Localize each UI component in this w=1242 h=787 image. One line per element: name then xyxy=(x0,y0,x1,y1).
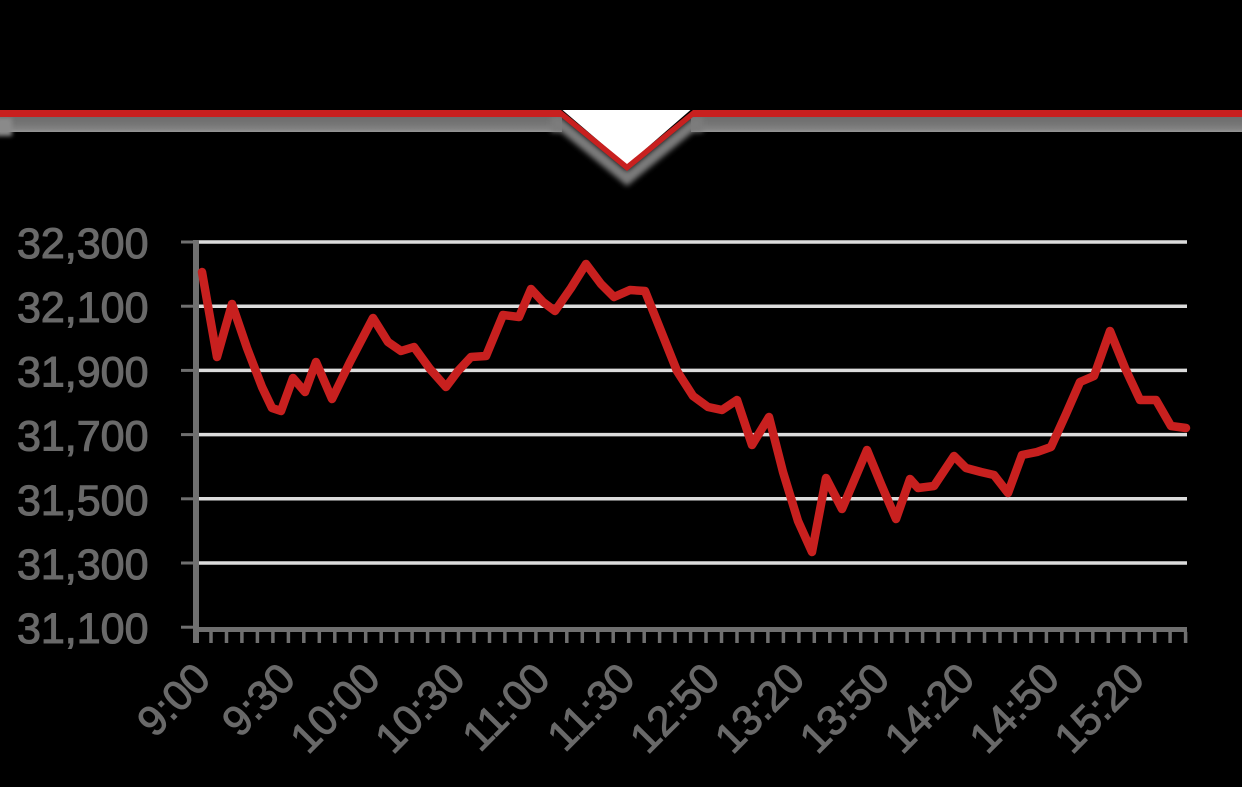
svg-text:31,500: 31,500 xyxy=(17,477,149,525)
svg-text:31,700: 31,700 xyxy=(17,413,149,461)
svg-text:31,300: 31,300 xyxy=(17,541,149,589)
svg-text:32,300: 32,300 xyxy=(17,220,149,268)
svg-text:32,100: 32,100 xyxy=(17,284,149,332)
svg-text:31,900: 31,900 xyxy=(17,348,149,396)
svg-text:31,100: 31,100 xyxy=(17,605,149,653)
